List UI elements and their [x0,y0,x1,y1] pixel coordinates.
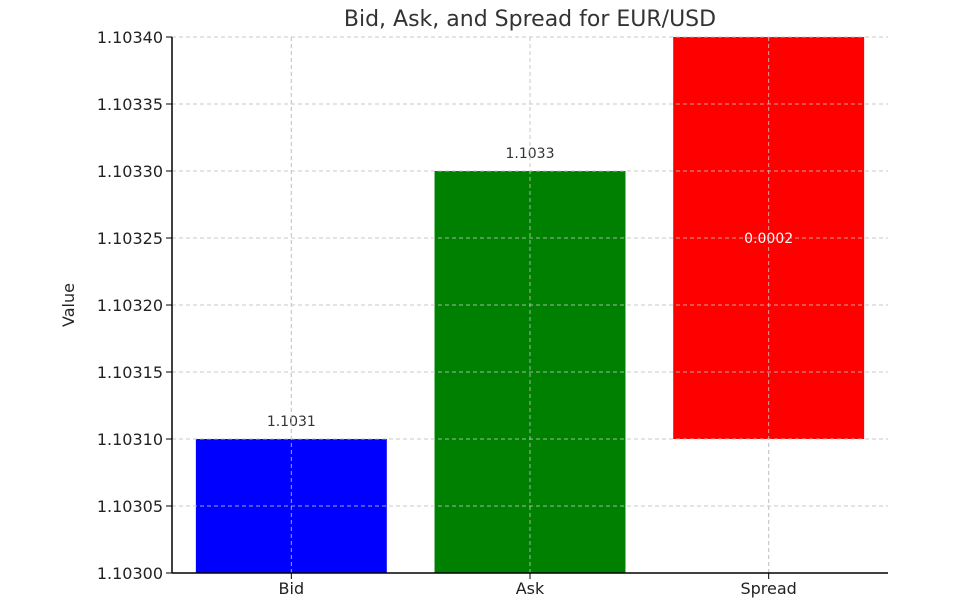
y-tick-label: 1.10335 [97,95,163,114]
x-tick-label: Spread [740,579,796,598]
y-tick-label: 1.10310 [97,430,163,449]
chart-title: Bid, Ask, and Spread for EUR/USD [344,7,716,32]
y-tick-label: 1.10330 [97,162,163,181]
axes [166,36,888,579]
x-tick-label: Bid [279,579,305,598]
y-tick-label: 1.10305 [97,497,163,516]
data-label-spread: 0.0002 [744,231,793,247]
y-tick-label: 1.10315 [97,363,163,382]
x-tick-labels: Bid Ask Spread [279,579,797,598]
y-tick-label: 1.10340 [97,28,163,47]
y-tick-label: 1.10325 [97,229,163,248]
y-tick-label: 1.10320 [97,296,163,315]
data-label-ask: 1.1033 [506,146,555,162]
y-tick-label: 1.10300 [97,564,163,583]
x-tick-label: Ask [516,579,545,598]
y-axis-label: Value [59,283,78,327]
y-tick-labels: 1.10300 1.10305 1.10310 1.10315 1.10320 1.103… [97,28,163,583]
